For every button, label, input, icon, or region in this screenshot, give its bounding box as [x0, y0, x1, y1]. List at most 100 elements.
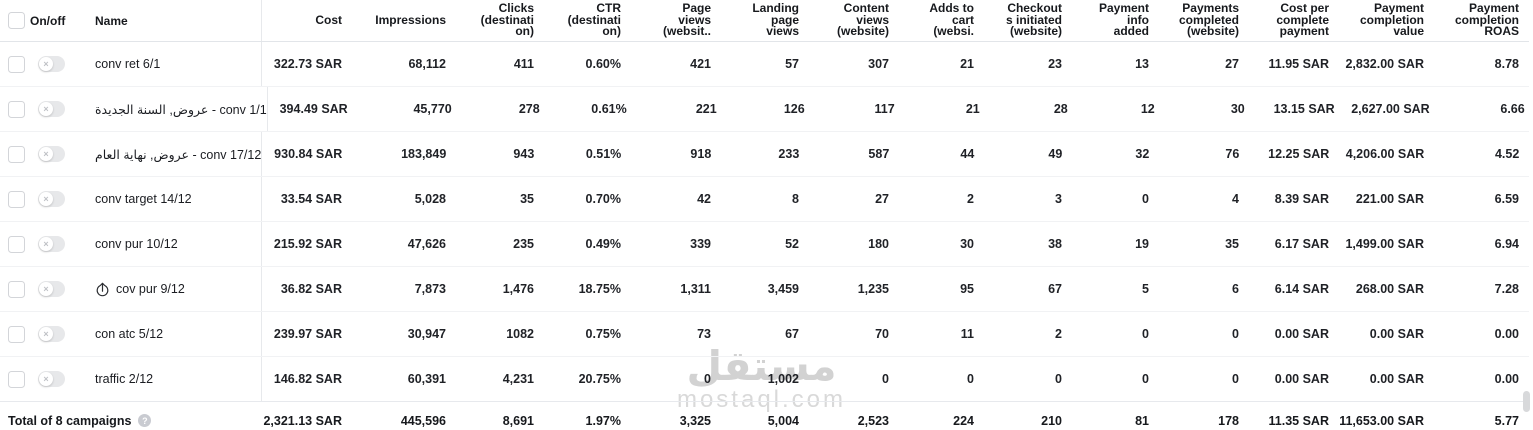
- metric-cost-per-complete-payment: 8.39 SAR: [1274, 192, 1329, 206]
- metric-checkouts-initiated: 38: [1048, 237, 1062, 251]
- metric-checkouts-initiated: 28: [1053, 102, 1068, 116]
- campaign-onoff-toggle[interactable]: ×: [38, 236, 65, 252]
- metric-adds-to-cart: 44: [960, 147, 975, 161]
- metric-cost: 146.82 SAR: [273, 372, 342, 386]
- metric-payments-completed: 30: [1230, 102, 1245, 116]
- metric-ctr-destination: 20.75%: [578, 372, 621, 386]
- campaign-name[interactable]: traffic 2/12: [95, 372, 154, 386]
- table-row: × conv pur 10/12 215.92 SAR 47,626 235 0.49% 3…: [0, 222, 1529, 267]
- metric-checkouts-initiated: 49: [1048, 147, 1063, 161]
- campaign-name[interactable]: conv pur 10/12: [95, 237, 178, 251]
- column-header-cost-per-complete-payment[interactable]: Cost per complete payment: [1276, 1, 1329, 39]
- metric-payment-completion-value: 1,499.00 SAR: [1345, 237, 1424, 251]
- metric-adds-to-cart: 30: [960, 237, 974, 251]
- metric-payment-completion-value: 2,832.00 SAR: [1345, 57, 1424, 71]
- column-header-payment-completion-value[interactable]: Payment completion value: [1359, 1, 1424, 39]
- row-select-cell: ×: [0, 222, 88, 266]
- metric-adds-to-cart: 0: [967, 372, 974, 386]
- column-header-cost[interactable]: Cost: [315, 12, 342, 27]
- table-row: × traffic 2/12 146.82 SAR 60,391 4,231 20.75%…: [0, 357, 1529, 402]
- column-header-clicks-destination[interactable]: Clicks (destinati on): [480, 1, 534, 39]
- column-header-checkouts-initiated[interactable]: Checkout s initiated (website): [1005, 1, 1062, 39]
- total-payment-completion-roas: 5.77: [1494, 413, 1519, 428]
- metric-page-views: 339: [690, 237, 711, 251]
- metric-cost-per-complete-payment: 6.14 SAR: [1274, 282, 1329, 296]
- table-row: × conv target 14/12 33.54 SAR 5,028 35 0.70% 4…: [0, 177, 1529, 222]
- select-all-checkbox[interactable]: [8, 12, 25, 29]
- metric-cost: 215.92 SAR: [273, 237, 342, 251]
- row-checkbox[interactable]: [8, 55, 25, 73]
- metric-payments-completed: 27: [1225, 57, 1239, 71]
- metric-page-views: 918: [690, 147, 712, 161]
- info-icon[interactable]: ?: [138, 414, 152, 427]
- metric-checkouts-initiated: 3: [1055, 192, 1062, 206]
- metric-page-views: 221: [695, 102, 717, 116]
- column-header-ctr-destination[interactable]: CTR (destinati on): [567, 1, 621, 39]
- column-header-landing-page-views[interactable]: Landing page views: [752, 1, 799, 39]
- metric-content-views: 0: [882, 372, 889, 386]
- column-header-payment-completion-roas[interactable]: Payment completion ROAS: [1454, 1, 1519, 39]
- metric-impressions: 5,028: [414, 192, 446, 206]
- campaign-name[interactable]: عروض, السنة الجديدة - conv 1/1: [95, 102, 267, 117]
- column-header-impressions[interactable]: Impressions: [375, 12, 446, 27]
- metric-cost: 322.73 SAR: [273, 57, 342, 71]
- row-checkbox[interactable]: [8, 235, 25, 253]
- campaign-onoff-toggle[interactable]: ×: [38, 101, 65, 117]
- table-header-row: On/off Name Cost Impressions Clicks (des…: [0, 0, 1529, 42]
- total-ctr-destination: 1.97%: [585, 413, 621, 428]
- campaign-onoff-toggle[interactable]: ×: [38, 371, 65, 387]
- column-header-payments-completed[interactable]: Payments completed (website): [1178, 1, 1239, 39]
- metric-payments-completed: 35: [1225, 237, 1239, 251]
- campaign-name[interactable]: conv target 14/12: [95, 192, 192, 206]
- row-checkbox[interactable]: [8, 280, 25, 298]
- metric-impressions: 45,770: [413, 102, 452, 116]
- total-page-views: 3,325: [679, 413, 711, 428]
- campaign-onoff-toggle[interactable]: ×: [38, 326, 65, 342]
- metric-page-views: 421: [690, 57, 711, 71]
- column-header-name: Name: [95, 13, 128, 28]
- metric-payment-completion-value: 4,206.00 SAR: [1345, 147, 1425, 161]
- row-checkbox[interactable]: [8, 370, 25, 388]
- metric-impressions: 183,849: [401, 147, 447, 161]
- metric-ctr-destination: 0.61%: [591, 102, 627, 116]
- campaign-name-cell: cov pur 9/12: [88, 267, 262, 311]
- boost-icon: [96, 282, 109, 296]
- campaign-name[interactable]: cov pur 9/12: [116, 282, 185, 296]
- row-checkbox[interactable]: [8, 325, 25, 343]
- metric-landing-page-views: 126: [783, 102, 805, 116]
- campaign-onoff-toggle[interactable]: ×: [38, 146, 65, 162]
- metric-payments-completed: 0: [1232, 372, 1239, 386]
- campaign-name[interactable]: عروض, نهاية العام - conv 17/12: [95, 147, 262, 162]
- metric-payment-info-added: 32: [1135, 147, 1150, 161]
- row-checkbox[interactable]: [8, 145, 25, 163]
- row-checkbox[interactable]: [8, 100, 25, 118]
- row-select-cell: ×: [0, 267, 88, 311]
- column-header-content-views[interactable]: Content views (website): [836, 1, 889, 39]
- campaign-onoff-toggle[interactable]: ×: [38, 56, 65, 72]
- campaign-onoff-toggle[interactable]: ×: [38, 191, 65, 207]
- vertical-scrollbar-thumb[interactable]: [1523, 391, 1530, 412]
- metric-content-views: 587: [868, 147, 890, 161]
- metric-checkouts-initiated: 0: [1055, 372, 1062, 386]
- metric-impressions: 47,626: [407, 237, 446, 251]
- metric-payment-info-added: 0: [1142, 192, 1149, 206]
- metric-page-views: 42: [697, 192, 711, 206]
- metric-payment-completion-roas: 8.78: [1494, 57, 1519, 71]
- total-cost-per-complete-payment: 11.35 SAR: [1268, 413, 1329, 428]
- metric-adds-to-cart: 21: [965, 102, 980, 116]
- metric-cost: 930.84 SAR: [274, 147, 343, 161]
- column-header-adds-to-cart[interactable]: Adds to cart (websi.: [929, 1, 974, 39]
- metric-payment-completion-roas: 4.52: [1494, 147, 1520, 161]
- metric-ctr-destination: 18.75%: [578, 282, 621, 296]
- column-header-payment-info-added[interactable]: Payment info added: [1098, 1, 1149, 39]
- column-header-page-views[interactable]: Page views (websit..: [662, 1, 711, 39]
- metric-ctr-destination: 0.49%: [585, 237, 621, 251]
- metric-payment-completion-value: 2,627.00 SAR: [1351, 102, 1430, 116]
- campaign-name[interactable]: con atc 5/12: [95, 327, 164, 341]
- row-checkbox[interactable]: [8, 190, 25, 208]
- metric-cost-per-complete-payment: 13.15 SAR: [1273, 102, 1335, 116]
- campaign-onoff-toggle[interactable]: ×: [38, 281, 65, 297]
- campaign-name[interactable]: conv ret 6/1: [95, 57, 161, 71]
- metric-adds-to-cart: 11: [960, 327, 974, 341]
